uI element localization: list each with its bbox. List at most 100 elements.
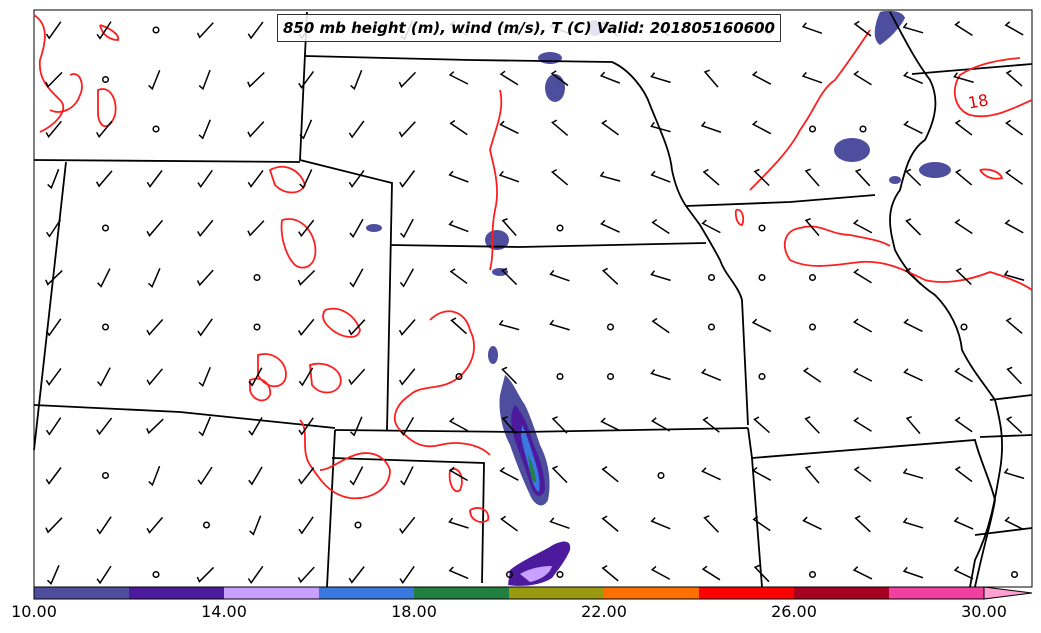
wind-barb <box>146 368 163 386</box>
border-indiana <box>989 394 1033 401</box>
calm-wind-marker <box>606 372 615 381</box>
wind-barb <box>299 119 313 140</box>
wind-barb <box>248 466 263 486</box>
wind-barb <box>399 268 415 288</box>
wind-barb <box>853 466 872 483</box>
calm-wind-marker <box>253 273 261 282</box>
wind-barb <box>650 517 671 530</box>
wind-barb <box>701 219 721 234</box>
calm-wind-marker <box>152 125 160 133</box>
wind-barb <box>247 220 265 237</box>
wind-barb <box>600 417 620 432</box>
wind-barb <box>651 218 670 235</box>
wind-fill-colorado-max <box>528 455 536 483</box>
wind-barb <box>45 219 62 238</box>
wind-barb <box>449 466 469 482</box>
contour-midwest <box>749 29 1033 291</box>
wind-barb <box>902 566 924 579</box>
wind-barb <box>1005 169 1024 185</box>
wind-barb <box>45 270 63 286</box>
wind-barb <box>399 218 414 239</box>
wind-barb <box>1005 119 1024 136</box>
wind-barb <box>198 416 212 437</box>
wind-barb <box>298 219 315 238</box>
wind-barb <box>148 465 161 487</box>
wind-barb <box>348 368 366 386</box>
wind-barb <box>448 71 469 85</box>
wind-barb <box>751 120 772 135</box>
wind-barb <box>902 468 924 480</box>
calm-wind-marker <box>758 273 766 282</box>
wind-barb <box>45 318 62 337</box>
wind-barb <box>650 565 671 580</box>
wind-barb <box>953 566 974 580</box>
calm-wind-marker <box>152 26 160 34</box>
wind-barb <box>751 70 772 85</box>
colorbar-tick-label: 22.00 <box>581 602 627 621</box>
wind-barb <box>551 416 568 434</box>
wind-barb <box>448 566 469 580</box>
wind-barb <box>349 268 364 288</box>
border-utah-colorado <box>33 161 67 451</box>
wind-barb <box>551 465 568 484</box>
calm-wind-marker <box>707 323 716 331</box>
wind-barb <box>601 564 619 582</box>
wind-barb <box>853 417 872 432</box>
wind-barb <box>196 566 215 583</box>
wind-barb <box>349 218 364 239</box>
wind-barb <box>449 268 468 285</box>
border-colorado-west <box>33 404 336 429</box>
calm-wind-marker <box>354 521 362 529</box>
colorbar-tick-label: 30.00 <box>961 602 1007 621</box>
calm-wind-marker <box>505 570 514 579</box>
wind-barb <box>854 515 871 533</box>
wind-barb <box>147 268 161 288</box>
wind-barb <box>247 565 264 584</box>
calm-wind-marker <box>758 224 766 232</box>
calm-wind-marker <box>455 372 463 381</box>
wind-barb <box>501 218 517 236</box>
wind-barb <box>298 417 314 436</box>
wind-barb <box>651 317 670 334</box>
calm-wind-marker <box>101 75 110 84</box>
wind-barb <box>398 71 417 88</box>
wind-barb <box>448 170 469 183</box>
wind-fill-illinois <box>919 162 951 178</box>
wind-barb <box>45 21 62 40</box>
border-top-west <box>33 159 301 163</box>
wind-barb <box>96 565 112 585</box>
wind-barb <box>753 564 770 583</box>
wind-barb <box>903 120 923 135</box>
wind-barb <box>501 366 518 385</box>
wind-barb <box>903 368 923 382</box>
calm-wind-marker <box>808 273 817 282</box>
wind-fill-iowa <box>834 138 870 162</box>
wind-barb <box>1004 219 1024 234</box>
wind-barb <box>601 267 619 285</box>
wind-barb <box>905 218 922 236</box>
wind-barb <box>146 170 163 188</box>
wind-barb <box>905 168 922 187</box>
wind-barb <box>953 72 974 84</box>
wind-barb <box>701 565 721 581</box>
border-nebraska-north <box>304 55 687 207</box>
wind-barb <box>599 71 621 84</box>
wind-barb <box>96 417 113 436</box>
wind-barb <box>650 72 671 84</box>
colorbar-tick-label: 18.00 <box>391 602 437 621</box>
wind-barb <box>399 170 416 188</box>
wind-barb <box>97 268 111 288</box>
wind-barb <box>297 269 316 286</box>
calm-wind-marker <box>556 224 564 232</box>
wind-barb <box>852 367 873 382</box>
wind-barb <box>1003 270 1025 281</box>
wind-barb <box>45 120 62 139</box>
wind-barb <box>954 416 973 433</box>
calm-wind-marker <box>101 471 110 480</box>
wind-barb <box>298 516 314 535</box>
wind-fill-nebraska-south <box>485 230 509 250</box>
wind-fill-wisconsin <box>874 10 905 45</box>
wind-barb <box>398 318 416 336</box>
wind-barb <box>348 319 366 336</box>
